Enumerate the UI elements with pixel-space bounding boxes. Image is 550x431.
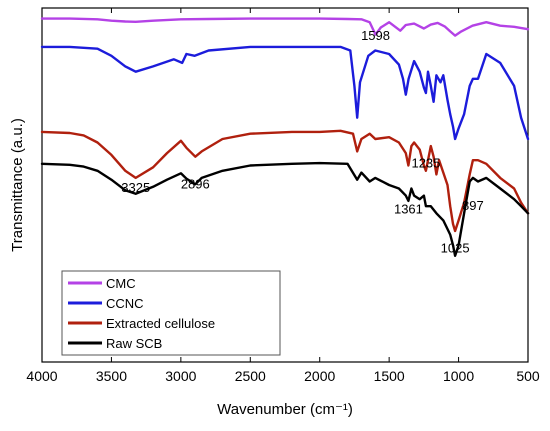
legend: CMC CCNC Extracted cellulose Raw SCB — [61, 270, 281, 356]
peak-label: 2896 — [181, 177, 210, 192]
peak-annotations: 1598 1235 3325 2896 1361 897 1025 — [121, 28, 483, 255]
peak-label: 897 — [462, 198, 484, 213]
x-axis-title: Wavenumber (cm⁻¹) — [217, 401, 353, 418]
x-tick-label: 3500 — [96, 368, 127, 384]
plot-frame — [41, 7, 529, 363]
legend-entry: CMC — [106, 276, 136, 291]
x-tick-label: 4000 — [26, 368, 57, 384]
series-line-extracted-cellulose — [40, 129, 530, 233]
x-tick-label: 2000 — [304, 368, 335, 384]
series-line-cmc — [40, 17, 530, 37]
x-tick-label: 1000 — [443, 368, 474, 384]
x-tick-label: 2500 — [235, 368, 266, 384]
peak-label: 1598 — [361, 28, 390, 43]
legend-entry: Extracted cellulose — [106, 316, 215, 331]
legend-entry: Raw SCB — [106, 336, 162, 351]
legend-entry: CCNC — [106, 296, 144, 311]
x-tick-label: 1500 — [374, 368, 405, 384]
x-axis-ticks: 4000 3500 3000 2500 2000 1500 1000 500 — [26, 8, 540, 384]
peak-label: 1361 — [394, 201, 423, 216]
peak-label: 1025 — [441, 240, 470, 255]
series-line-ccnc — [40, 45, 530, 141]
y-axis-title: Transmittance (a.u.) — [9, 118, 26, 252]
series-line-raw-scb — [40, 161, 530, 258]
series-layer — [40, 17, 530, 258]
legend-box — [61, 270, 281, 356]
peak-label: 3325 — [121, 180, 150, 195]
x-tick-label: 500 — [516, 368, 540, 384]
x-tick-label: 3000 — [165, 368, 196, 384]
peak-label: 1235 — [411, 155, 440, 170]
